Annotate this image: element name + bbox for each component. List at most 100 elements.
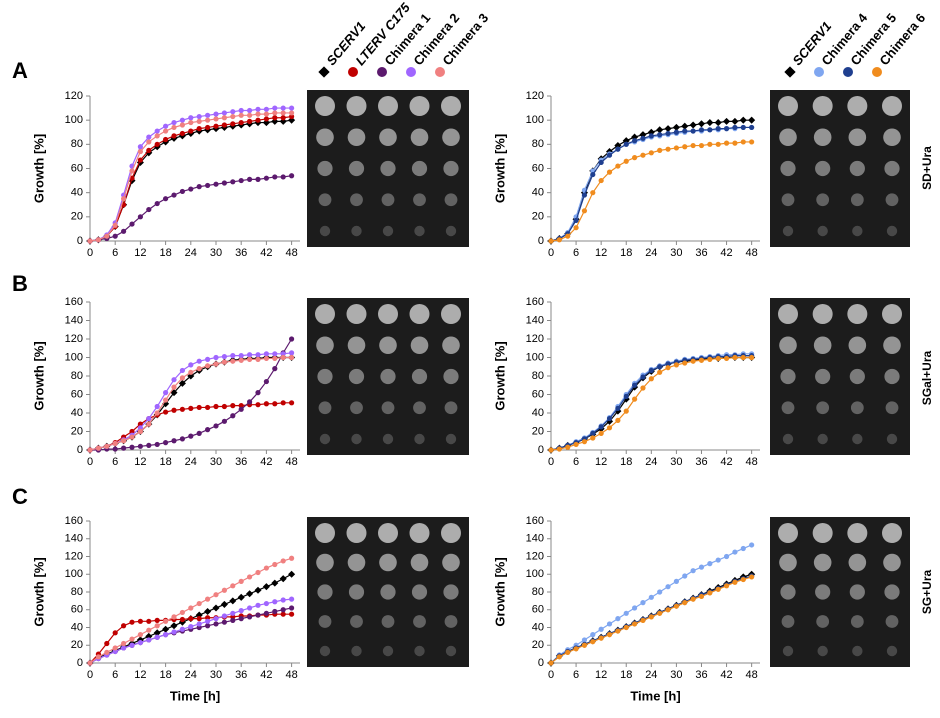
data-point — [146, 628, 151, 633]
data-point — [657, 132, 662, 137]
colony-spot — [410, 96, 430, 116]
data-point — [230, 109, 235, 114]
data-point — [281, 597, 286, 602]
data-point — [289, 110, 294, 115]
data-point — [716, 356, 721, 361]
data-point — [289, 612, 294, 617]
data-point — [590, 435, 595, 440]
data-point — [180, 368, 185, 373]
data-point — [690, 121, 697, 128]
x-tick-label: 6 — [573, 247, 579, 259]
x-tick-label: 30 — [670, 669, 682, 681]
colony-spot — [351, 646, 361, 656]
data-point — [222, 360, 227, 365]
colony-spot — [779, 128, 797, 146]
data-point — [732, 549, 737, 554]
data-point — [230, 583, 235, 588]
data-point — [573, 225, 578, 230]
colony-spot — [378, 523, 398, 543]
legend-marker — [406, 67, 416, 77]
data-point — [222, 613, 227, 618]
data-point — [188, 616, 193, 621]
colony-spot — [847, 304, 867, 324]
data-point — [724, 356, 729, 361]
y-tick-label: 100 — [526, 114, 544, 126]
data-point — [607, 425, 612, 430]
colony-spot — [782, 615, 795, 628]
data-point — [163, 397, 168, 402]
colony-spot — [383, 226, 393, 236]
colony-spot — [783, 646, 793, 656]
data-point — [707, 357, 712, 362]
data-point — [222, 419, 227, 424]
data-point — [197, 126, 202, 131]
data-point — [272, 110, 277, 115]
data-point — [682, 573, 687, 578]
data-point — [163, 196, 168, 201]
data-point — [87, 238, 92, 243]
y-tick-label: 120 — [526, 550, 544, 562]
data-point — [180, 375, 185, 380]
data-point — [255, 107, 260, 112]
colony-spot — [886, 193, 899, 206]
colony-spot — [414, 226, 424, 236]
x-tick-label: 12 — [134, 456, 146, 468]
data-point — [96, 237, 101, 242]
data-point — [599, 431, 604, 436]
colony-spot — [410, 523, 430, 543]
figure: A B C SD+Ura SGal+Ura SG+Ura 02040608010… — [0, 0, 940, 718]
data-point — [163, 390, 168, 395]
data-point — [171, 377, 176, 382]
colony-spot — [883, 128, 901, 146]
data-point — [138, 157, 143, 162]
data-point — [582, 643, 587, 648]
data-point — [171, 408, 176, 413]
y-tick-label: 160 — [65, 296, 83, 308]
colony-spot — [780, 584, 795, 599]
colony-spot — [882, 304, 902, 324]
data-point — [607, 153, 612, 158]
data-point — [632, 397, 637, 402]
data-point — [171, 438, 176, 443]
colony-spot — [852, 434, 862, 444]
x-tick-label: 12 — [595, 247, 607, 259]
data-point — [121, 641, 126, 646]
x-tick-label: 36 — [695, 247, 707, 259]
data-point — [740, 117, 747, 124]
data-point — [205, 357, 210, 362]
colony-spot — [442, 554, 460, 572]
data-point — [239, 358, 244, 363]
colony-spot — [349, 369, 364, 384]
condition-label: SG+Ura — [920, 569, 934, 614]
x-tick-label: 36 — [235, 669, 247, 681]
colony-spot — [379, 128, 397, 146]
colony-spot — [443, 161, 458, 176]
data-point — [239, 108, 244, 113]
legend-marker — [814, 67, 824, 77]
data-point — [624, 625, 629, 630]
data-point — [188, 434, 193, 439]
data-point — [599, 160, 604, 165]
data-point — [264, 351, 269, 356]
data-point — [691, 597, 696, 602]
data-point — [281, 110, 286, 115]
series-line — [90, 120, 292, 241]
data-point — [113, 630, 118, 635]
data-point — [197, 621, 202, 626]
y-tick-label: 140 — [65, 533, 83, 545]
data-point — [246, 590, 253, 597]
colony-spot — [347, 96, 367, 116]
data-point — [96, 446, 101, 451]
colony-spot — [778, 523, 798, 543]
data-point — [264, 601, 269, 606]
data-point — [691, 568, 696, 573]
y-axis-label: Growth [%] — [31, 341, 46, 410]
y-tick-label: 20 — [71, 211, 83, 223]
data-point — [213, 404, 218, 409]
colony-spot — [783, 226, 793, 236]
data-point — [615, 147, 620, 152]
y-tick-label: 120 — [526, 333, 544, 345]
data-point — [155, 404, 160, 409]
data-point — [129, 221, 134, 226]
colony-spot — [817, 226, 827, 236]
